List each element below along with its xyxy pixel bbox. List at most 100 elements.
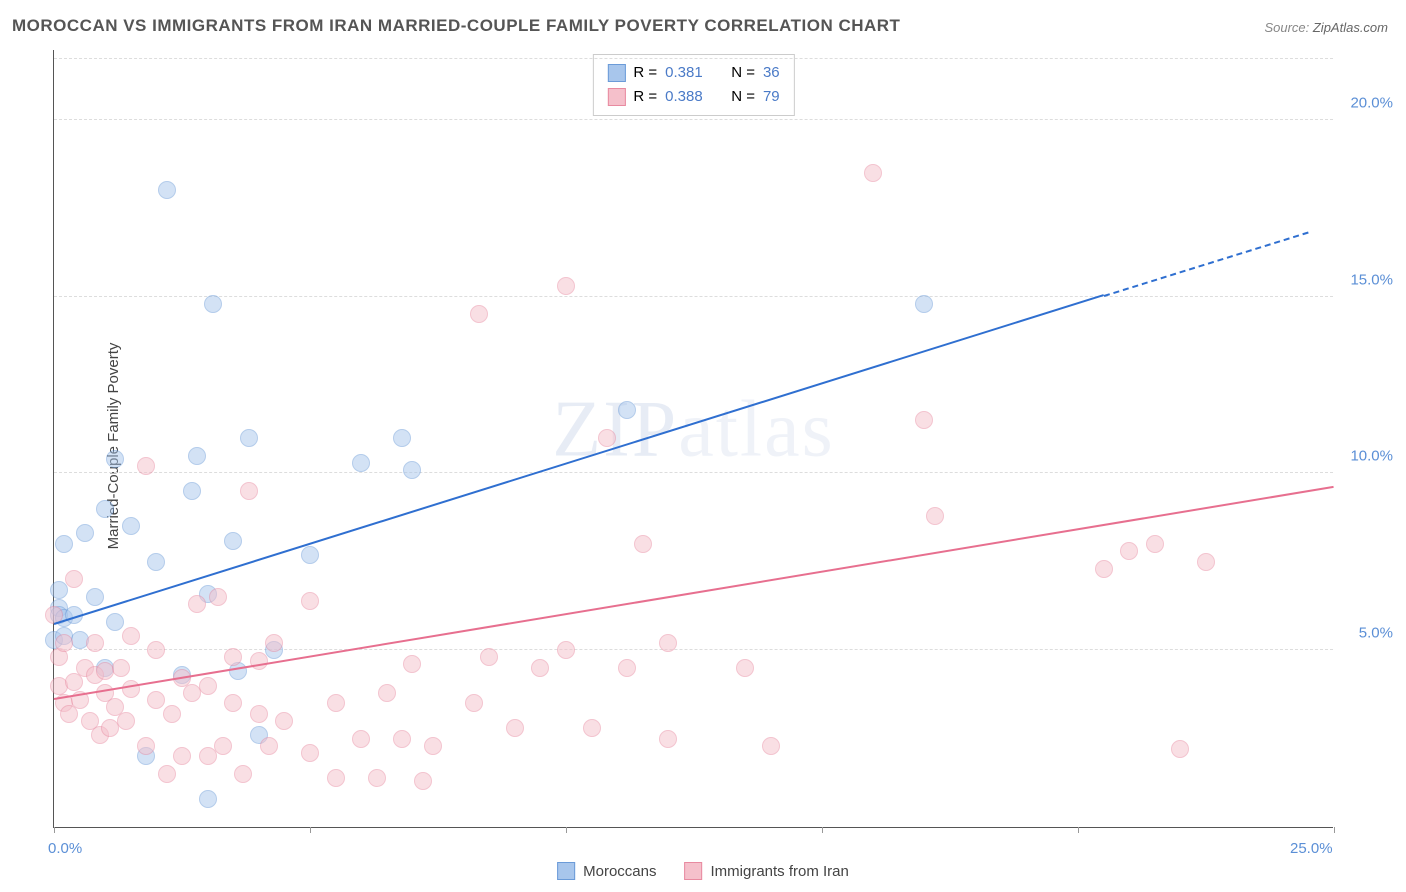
- scatter-point-moroccans: [618, 401, 636, 419]
- scatter-point-iran: [557, 277, 575, 295]
- y-tick-label: 20.0%: [1350, 94, 1393, 111]
- chart-title: MOROCCAN VS IMMIGRANTS FROM IRAN MARRIED…: [12, 16, 900, 36]
- scatter-point-moroccans: [224, 532, 242, 550]
- series-legend: Moroccans Immigrants from Iran: [557, 862, 849, 880]
- scatter-point-iran: [598, 429, 616, 447]
- scatter-point-iran: [147, 641, 165, 659]
- scatter-point-iran: [1197, 553, 1215, 571]
- scatter-point-iran: [199, 677, 217, 695]
- scatter-point-moroccans: [301, 546, 319, 564]
- source-prefix: Source:: [1264, 20, 1312, 35]
- scatter-point-iran: [301, 744, 319, 762]
- scatter-point-iran: [55, 634, 73, 652]
- gridline: [54, 649, 1333, 650]
- x-tick: [1334, 827, 1335, 833]
- scatter-point-moroccans: [240, 429, 258, 447]
- stat-n-label: N =: [731, 85, 755, 109]
- scatter-point-iran: [112, 659, 130, 677]
- scatter-point-iran: [137, 737, 155, 755]
- stat-n-value: 36: [763, 61, 780, 85]
- scatter-point-iran: [327, 694, 345, 712]
- scatter-point-iran: [659, 730, 677, 748]
- legend-item-moroccans: Moroccans: [557, 862, 656, 880]
- scatter-point-moroccans: [393, 429, 411, 447]
- stat-r-value: 0.381: [665, 61, 703, 85]
- scatter-point-iran: [926, 507, 944, 525]
- watermark-text-light: atlas: [678, 385, 835, 473]
- swatch-icon: [607, 88, 625, 106]
- stats-legend: R = 0.381 N = 36R = 0.388 N = 79: [592, 54, 794, 116]
- scatter-point-moroccans: [204, 295, 222, 313]
- scatter-point-iran: [403, 655, 421, 673]
- stat-n-label: N =: [731, 61, 755, 85]
- scatter-point-iran: [137, 457, 155, 475]
- scatter-point-iran: [1146, 535, 1164, 553]
- scatter-point-iran: [234, 765, 252, 783]
- scatter-point-iran: [368, 769, 386, 787]
- stat-r-value: 0.388: [665, 85, 703, 109]
- scatter-point-iran: [1120, 542, 1138, 560]
- scatter-point-iran: [301, 592, 319, 610]
- scatter-point-iran: [275, 712, 293, 730]
- legend-label: Moroccans: [583, 863, 656, 880]
- scatter-point-iran: [557, 641, 575, 659]
- x-tick-label: 0.0%: [48, 840, 82, 857]
- gridline: [54, 472, 1333, 473]
- scatter-point-iran: [122, 627, 140, 645]
- gridline: [54, 296, 1333, 297]
- source-link[interactable]: ZipAtlas.com: [1313, 20, 1388, 35]
- stat-r-label: R =: [633, 85, 657, 109]
- scatter-point-iran: [1095, 560, 1113, 578]
- scatter-point-iran: [506, 719, 524, 737]
- scatter-point-iran: [352, 730, 370, 748]
- scatter-point-moroccans: [122, 517, 140, 535]
- source-attribution: Source: ZipAtlas.com: [1264, 20, 1388, 35]
- scatter-point-iran: [173, 747, 191, 765]
- scatter-point-moroccans: [403, 461, 421, 479]
- scatter-point-iran: [414, 772, 432, 790]
- scatter-point-moroccans: [188, 447, 206, 465]
- scatter-point-moroccans: [106, 613, 124, 631]
- plot-area: ZIPatlas R = 0.381 N = 36R = 0.388 N = 7…: [53, 50, 1333, 828]
- scatter-point-iran: [265, 634, 283, 652]
- swatch-icon: [684, 862, 702, 880]
- x-tick: [54, 827, 55, 833]
- scatter-point-iran: [583, 719, 601, 737]
- scatter-point-iran: [158, 765, 176, 783]
- scatter-point-iran: [480, 648, 498, 666]
- scatter-point-iran: [224, 648, 242, 666]
- scatter-point-iran: [465, 694, 483, 712]
- scatter-point-iran: [240, 482, 258, 500]
- stat-r-label: R =: [633, 61, 657, 85]
- stats-row-moroccans: R = 0.381 N = 36: [607, 61, 779, 85]
- x-tick: [1078, 827, 1079, 833]
- gridline: [54, 58, 1333, 59]
- scatter-point-iran: [214, 737, 232, 755]
- scatter-point-moroccans: [183, 482, 201, 500]
- scatter-point-moroccans: [55, 535, 73, 553]
- scatter-point-iran: [147, 691, 165, 709]
- scatter-point-iran: [762, 737, 780, 755]
- scatter-point-moroccans: [86, 588, 104, 606]
- stat-n-value: 79: [763, 85, 780, 109]
- scatter-point-iran: [260, 737, 278, 755]
- y-tick-label: 10.0%: [1350, 448, 1393, 465]
- x-tick: [566, 827, 567, 833]
- scatter-point-iran: [163, 705, 181, 723]
- scatter-point-iran: [122, 680, 140, 698]
- legend-item-iran: Immigrants from Iran: [684, 862, 848, 880]
- scatter-point-iran: [1171, 740, 1189, 758]
- scatter-point-iran: [250, 705, 268, 723]
- scatter-point-iran: [209, 588, 227, 606]
- scatter-point-iran: [915, 411, 933, 429]
- scatter-point-moroccans: [96, 500, 114, 518]
- scatter-point-iran: [65, 570, 83, 588]
- scatter-point-iran: [659, 634, 677, 652]
- scatter-point-iran: [424, 737, 442, 755]
- watermark: ZIPatlas: [552, 384, 835, 475]
- regression-line: [54, 486, 1334, 700]
- gridline: [54, 119, 1333, 120]
- y-tick-label: 15.0%: [1350, 271, 1393, 288]
- scatter-point-iran: [531, 659, 549, 677]
- scatter-point-moroccans: [158, 181, 176, 199]
